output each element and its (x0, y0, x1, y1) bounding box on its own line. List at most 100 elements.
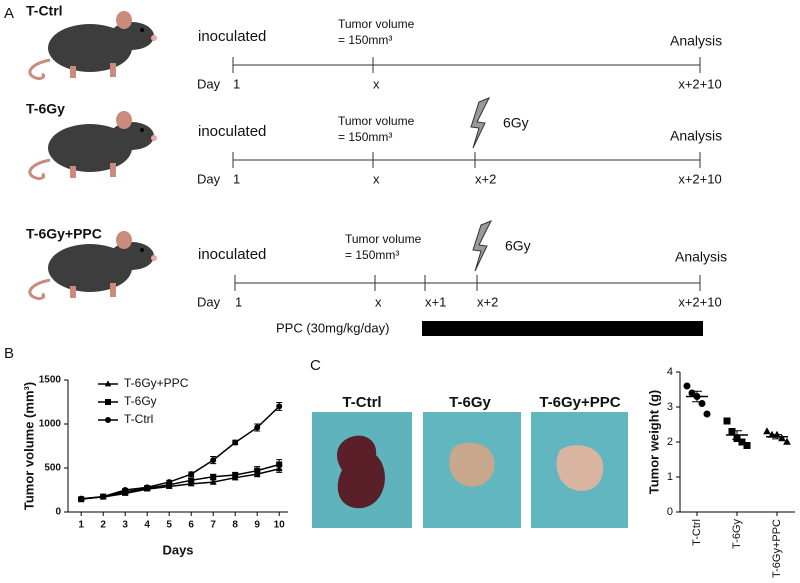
timeline-tick-label: x+1 (425, 294, 446, 309)
tumor-label: = 150mm³ (338, 130, 392, 144)
data-point (254, 467, 261, 474)
data-point (698, 400, 706, 407)
x-tick-label: 9 (254, 520, 260, 531)
legend-label: T-6Gy (124, 394, 157, 408)
panel-label: B (4, 345, 14, 362)
tumor-label: = 150mm³ (338, 33, 392, 47)
tumor-label: Tumor volume (345, 232, 422, 246)
series-line (81, 405, 280, 500)
timeline-tick-label: x (373, 171, 380, 186)
tumor-photo (449, 442, 495, 487)
x-tick-label: 10 (274, 520, 286, 531)
treatment-label: PPC (30mg/kg/day) (276, 320, 389, 335)
timeline-tick-label: 1 (235, 294, 242, 309)
x-tick-label: 5 (166, 520, 172, 531)
start-label: inoculated (198, 123, 266, 140)
data-point (783, 437, 791, 445)
group-label: T-6Gy+PPC (26, 226, 102, 242)
x-tick-label: 8 (232, 520, 238, 531)
y-tick-label: 3 (667, 401, 673, 413)
day-label: Day (197, 76, 221, 91)
panel-label: A (4, 5, 14, 22)
error-bar (692, 390, 702, 403)
data-point (78, 495, 85, 502)
y-tick-label: 1500 (39, 375, 62, 386)
data-point (210, 457, 217, 464)
data-point (763, 427, 771, 435)
x-tick-label: T-6Gy+PPC (771, 519, 783, 578)
data-point (122, 487, 129, 493)
x-tick-label: 2 (100, 520, 106, 531)
data-point (188, 477, 195, 484)
dose-label: 6Gy (505, 238, 531, 254)
y-tick-label: 0 (55, 507, 61, 518)
timeline-tick-label: x+2+10 (678, 171, 721, 186)
timeline-tick-label: 1 (233, 76, 240, 91)
data-point (232, 439, 239, 446)
timeline-tick-label: 1 (233, 171, 240, 186)
y-tick-label: 0 (667, 506, 673, 518)
data-point (144, 484, 151, 491)
start-label: inoculated (198, 28, 266, 45)
x-tick-label: 7 (210, 520, 216, 531)
data-point (743, 442, 751, 449)
data-point (232, 472, 239, 479)
tumor-label: Tumor volume (338, 17, 415, 31)
legend-marker (105, 417, 111, 423)
dose-label: 6Gy (503, 115, 529, 131)
data-point (210, 473, 217, 480)
y-axis-label: Tumor volume (mm³) (21, 382, 36, 510)
group-label: T-6Gy (26, 101, 65, 117)
x-tick-label: 3 (122, 520, 128, 531)
y-tick-label: 4 (667, 366, 673, 378)
panel-label: C (310, 357, 321, 374)
day-label: Day (197, 171, 221, 186)
timeline-tick-label: x+2+10 (678, 76, 721, 91)
data-point (100, 493, 107, 500)
data-point (254, 424, 261, 431)
data-point (209, 478, 217, 485)
end-label: Analysis (670, 33, 722, 49)
timeline-tick-label: x+2 (475, 171, 496, 186)
photo-label: T-6Gy+PPC (539, 394, 620, 411)
y-axis-label: Tumor weight (g) (646, 390, 661, 494)
x-tick-label: T-6Gy (731, 519, 743, 549)
data-point (738, 438, 746, 446)
legend-marker (105, 399, 111, 405)
error-bar (772, 434, 782, 440)
x-axis-label: Days (162, 542, 193, 557)
day-label: Day (197, 294, 221, 309)
radiation-icon (472, 220, 493, 272)
y-tick-label: 1 (667, 471, 673, 483)
tumor-photo (556, 445, 604, 491)
photo-label: T-Ctrl (342, 394, 381, 411)
series-line (81, 463, 280, 500)
data-point (728, 428, 736, 435)
timeline-tick-label: x (373, 76, 380, 91)
timeline-tick-label: x+2 (477, 294, 498, 309)
tumor-photo (336, 435, 385, 509)
treatment-bar (422, 321, 703, 336)
data-point (276, 461, 283, 468)
legend-label: T-Ctrl (124, 412, 153, 426)
photo-label: T-6Gy (449, 394, 491, 411)
timeline-tick-label: x (375, 294, 382, 309)
legend-label: T-6Gy+PPC (124, 376, 189, 390)
end-label: Analysis (670, 128, 722, 144)
y-tick-label: 500 (44, 463, 61, 474)
legend-marker (104, 380, 112, 387)
x-tick-label: 4 (144, 520, 150, 531)
x-tick-label: T-Ctrl (691, 519, 703, 546)
mouse-icon (28, 109, 159, 181)
data-point (188, 471, 195, 478)
data-point (276, 403, 283, 410)
data-point (703, 410, 711, 418)
data-point (166, 479, 173, 486)
data-point (778, 434, 786, 442)
end-label: Analysis (675, 249, 727, 265)
x-tick-label: 6 (188, 520, 194, 531)
start-label: inoculated (198, 246, 266, 263)
y-tick-label: 2 (667, 436, 673, 448)
y-tick-label: 1000 (39, 419, 62, 430)
